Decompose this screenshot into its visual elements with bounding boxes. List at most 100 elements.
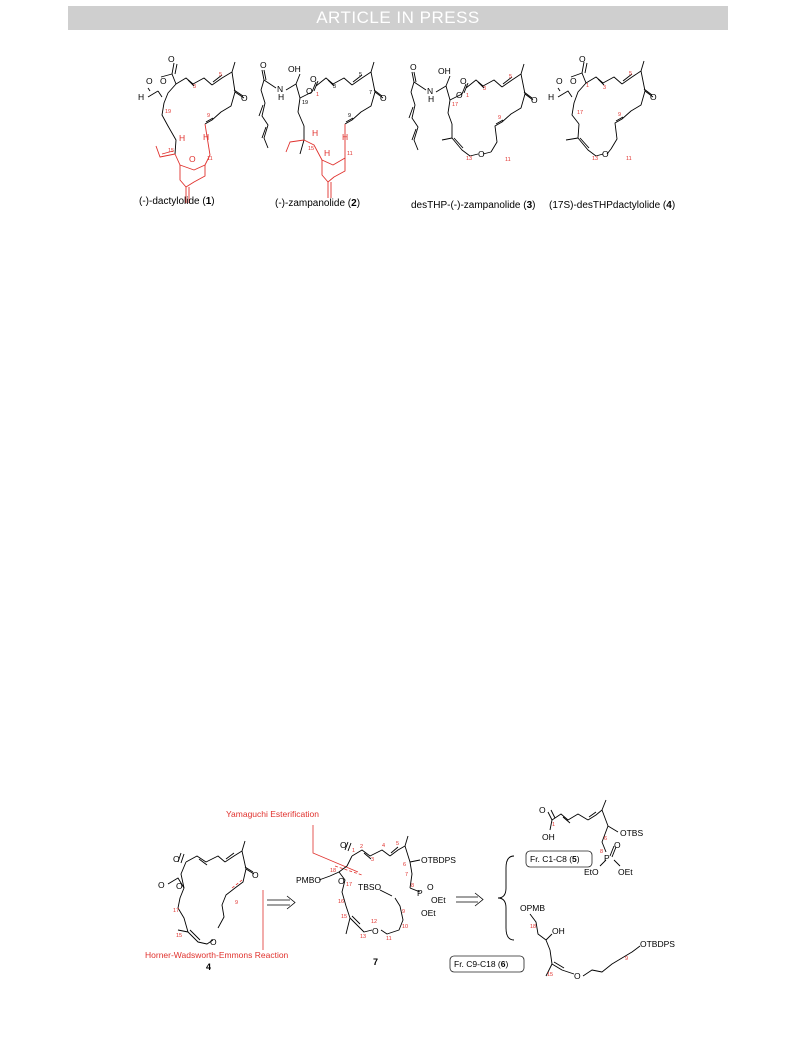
group-label: OH <box>542 832 555 842</box>
atom-number: 6 <box>604 836 607 842</box>
caption-dactylolide: (-)-dactylolide (1) <box>139 196 215 207</box>
atom-number: 11 <box>626 156 632 162</box>
atom-label: O <box>168 54 175 64</box>
atom-number: 15 <box>547 972 553 978</box>
annotation-hwe: Horner-Wadsworth-Emmons Reaction <box>145 950 289 960</box>
group-label: O <box>372 926 379 936</box>
atom-number: 17 <box>346 882 352 888</box>
compound-label: 7 <box>373 957 378 967</box>
atom-number: 15 <box>308 146 314 152</box>
svg-text:Fr. C9-C18 (6): Fr. C9-C18 (6) <box>454 959 509 969</box>
atom-label: O <box>210 937 217 947</box>
atom-number: 3 <box>371 857 374 863</box>
atom-number: 17 <box>577 110 583 116</box>
atom-number: 15 <box>341 914 347 920</box>
atom-label: O <box>306 86 313 96</box>
group-label: O <box>574 971 581 981</box>
atom-number: 3 <box>603 85 606 91</box>
atom-label: O <box>158 880 165 890</box>
fragment-6-label: Fr. C9-C18 (6) <box>450 956 524 972</box>
atom-label: H <box>203 132 209 142</box>
atom-label: O <box>478 149 485 159</box>
group-label: P <box>417 888 423 898</box>
compound-label: 4 <box>206 962 211 972</box>
atom-number: 5 <box>219 72 222 78</box>
atom-number: 1 <box>552 822 555 828</box>
atom-number: 11 <box>505 157 511 163</box>
svg-text:Fr. C1-C8 (5): Fr. C1-C8 (5) <box>530 854 580 864</box>
fragment-5-label: Fr. C1-C8 (5) <box>526 851 592 867</box>
atom-number: 7 <box>405 872 408 878</box>
group-label: OEt <box>421 908 436 918</box>
atom-label: O <box>241 93 248 103</box>
atom-label: O <box>146 76 153 86</box>
atom-label: H <box>324 148 330 158</box>
group-label: O <box>539 805 546 815</box>
atom-number: 12 <box>371 919 377 925</box>
labels-desthp-dactylolide: O O H O O O 1 3 5 9 11 13 17 <box>548 54 657 162</box>
atom-label: O <box>456 90 463 100</box>
atom-label: H <box>278 92 284 102</box>
atom-number: 19 <box>165 109 171 115</box>
atom-label: O <box>176 881 183 891</box>
atom-number: 4 <box>382 843 385 849</box>
atom-number: 8 <box>600 849 603 855</box>
atom-number: 11 <box>347 151 353 157</box>
atom-label: O <box>570 76 577 86</box>
group-label: O <box>427 882 434 892</box>
atom-label: H <box>312 128 318 138</box>
structure-desthp-zampanolide <box>409 64 533 156</box>
atom-number: 3 <box>483 86 486 92</box>
atom-label: O <box>160 76 167 86</box>
group-label: OTBDPS <box>640 939 675 949</box>
atom-number: 17 <box>173 908 179 914</box>
atom-number: 19 <box>302 100 308 106</box>
group-label: P <box>604 853 610 863</box>
atom-number: 5 <box>396 841 399 847</box>
atom-number: 1 <box>466 93 469 99</box>
atom-label: H <box>138 92 144 102</box>
atom-number: 9 <box>498 115 501 121</box>
atom-label: O <box>410 62 417 72</box>
atom-number: 3 <box>333 84 336 90</box>
atom-label: H <box>342 132 348 142</box>
structure-fragment-6 <box>530 914 640 976</box>
atom-label: O <box>310 74 317 84</box>
atom-number: 11 <box>386 936 392 942</box>
group-label: O <box>614 840 621 850</box>
fragment-brace <box>498 856 514 940</box>
structure-scheme-4 <box>168 841 254 944</box>
atom-number: 9 <box>207 113 210 119</box>
group-label: OH <box>552 926 565 936</box>
atom-number: 8 <box>411 883 414 889</box>
atom-number: 1 <box>352 848 355 854</box>
atom-label: O <box>556 76 563 86</box>
atom-label: O <box>189 154 196 164</box>
annotation-yamaguchi: Yamaguchi Esterification <box>226 809 319 819</box>
group-label: OTBDPS <box>421 855 456 865</box>
atom-number: 9 <box>235 900 238 906</box>
atom-label: O <box>260 60 267 70</box>
labels-desthp-zampanolide: O N H OH O O O O 1 3 5 9 11 13 17 <box>410 62 538 163</box>
atom-label: O <box>579 54 586 64</box>
atom-label: O <box>602 149 609 159</box>
atom-label: H <box>179 133 185 143</box>
atom-label: O <box>173 854 180 864</box>
atom-label: H <box>548 92 554 102</box>
atom-number: 18 <box>530 924 536 930</box>
atom-number: 13 <box>466 156 472 162</box>
retro-arrow-1 <box>267 896 295 909</box>
atom-number: 17 <box>452 102 458 108</box>
group-label: PMBO <box>296 875 321 885</box>
atom-label: OH <box>438 66 451 76</box>
labels-fragment-6: OPMB OH O OTBDPS 9 15 18 <box>520 903 675 981</box>
atom-number: 9 <box>625 956 628 962</box>
group-label: OPMB <box>520 903 545 913</box>
caption-desthp-dactylolide: (17S)-desTHPdactylolide (4) <box>549 200 675 211</box>
caption-desthp-zampanolide: desTHP-(-)-zampanolide (3) <box>411 200 536 211</box>
group-label: O <box>340 840 347 850</box>
atom-number: 9 <box>618 112 621 118</box>
atom-number: 15 <box>176 933 182 939</box>
atom-number: 15 <box>168 148 174 154</box>
atom-number: 9 <box>348 113 351 119</box>
